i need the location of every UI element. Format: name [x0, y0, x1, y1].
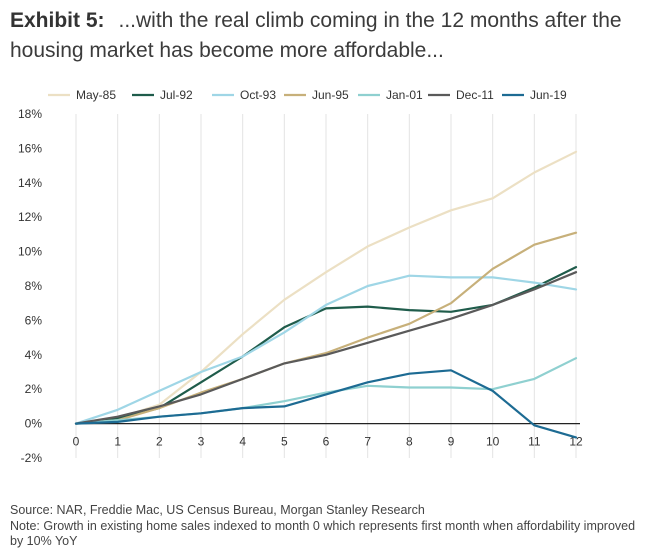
legend-label: Jun-95 [312, 88, 349, 102]
x-tick-label: 12 [569, 435, 583, 449]
y-tick-label: 4% [25, 348, 43, 362]
x-tick-label: 3 [198, 435, 205, 449]
legend-label: Jun-19 [530, 88, 567, 102]
x-tick-label: 0 [73, 435, 80, 449]
x-tick-label: 11 [528, 435, 541, 449]
exhibit-label: Exhibit 5: [10, 9, 105, 32]
x-tick-label: 5 [281, 435, 288, 449]
footer: Source: NAR, Freddie Mac, US Census Bure… [10, 503, 650, 550]
series-line-may-85 [74, 150, 578, 425]
x-tick-label: 2 [156, 435, 163, 449]
legend-label: May-85 [76, 88, 116, 102]
series-line-jun-95 [74, 231, 578, 425]
x-tick-label: 10 [486, 435, 500, 449]
y-tick-label: 18% [18, 107, 42, 121]
x-tick-label: 1 [114, 435, 121, 449]
x-tick-label: 7 [364, 435, 371, 449]
chart-title: Exhibit 5: ...with the real climb coming … [10, 6, 650, 66]
y-tick-label: 16% [18, 141, 42, 155]
y-tick-label: 10% [18, 245, 42, 259]
line-chart: -2%0%2%4%6%8%10%12%14%16%18%0 1 2 3 4 5 6 7 8 9 10… [18, 88, 583, 465]
series-line-jun-19 [74, 369, 578, 439]
y-tick-label: 12% [18, 210, 42, 224]
x-tick-label: 6 [323, 435, 330, 449]
legend-label: Jul-92 [160, 88, 193, 102]
y-tick-label: 0% [25, 417, 43, 431]
legend-label: Oct-93 [240, 88, 276, 102]
x-tick-label: 4 [239, 435, 246, 449]
legend-label: Dec-11 [456, 88, 494, 102]
legend-label: Jan-01 [386, 88, 423, 102]
y-tick-label: 14% [18, 176, 42, 190]
series-line-oct-93 [74, 274, 578, 425]
y-tick-label: 2% [25, 382, 43, 396]
x-tick-label: 9 [448, 435, 455, 449]
y-tick-label: 8% [25, 279, 43, 293]
source-note: Source: NAR, Freddie Mac, US Census Bure… [10, 503, 425, 517]
footnote: Note: Growth in existing home sales inde… [10, 518, 636, 549]
title-text: ...with the real climb coming in the 12 … [10, 9, 622, 62]
y-tick-label: -2% [21, 451, 43, 465]
y-tick-label: 6% [25, 313, 43, 327]
series-line-dec-11 [74, 271, 578, 425]
x-tick-label: 8 [406, 435, 413, 449]
